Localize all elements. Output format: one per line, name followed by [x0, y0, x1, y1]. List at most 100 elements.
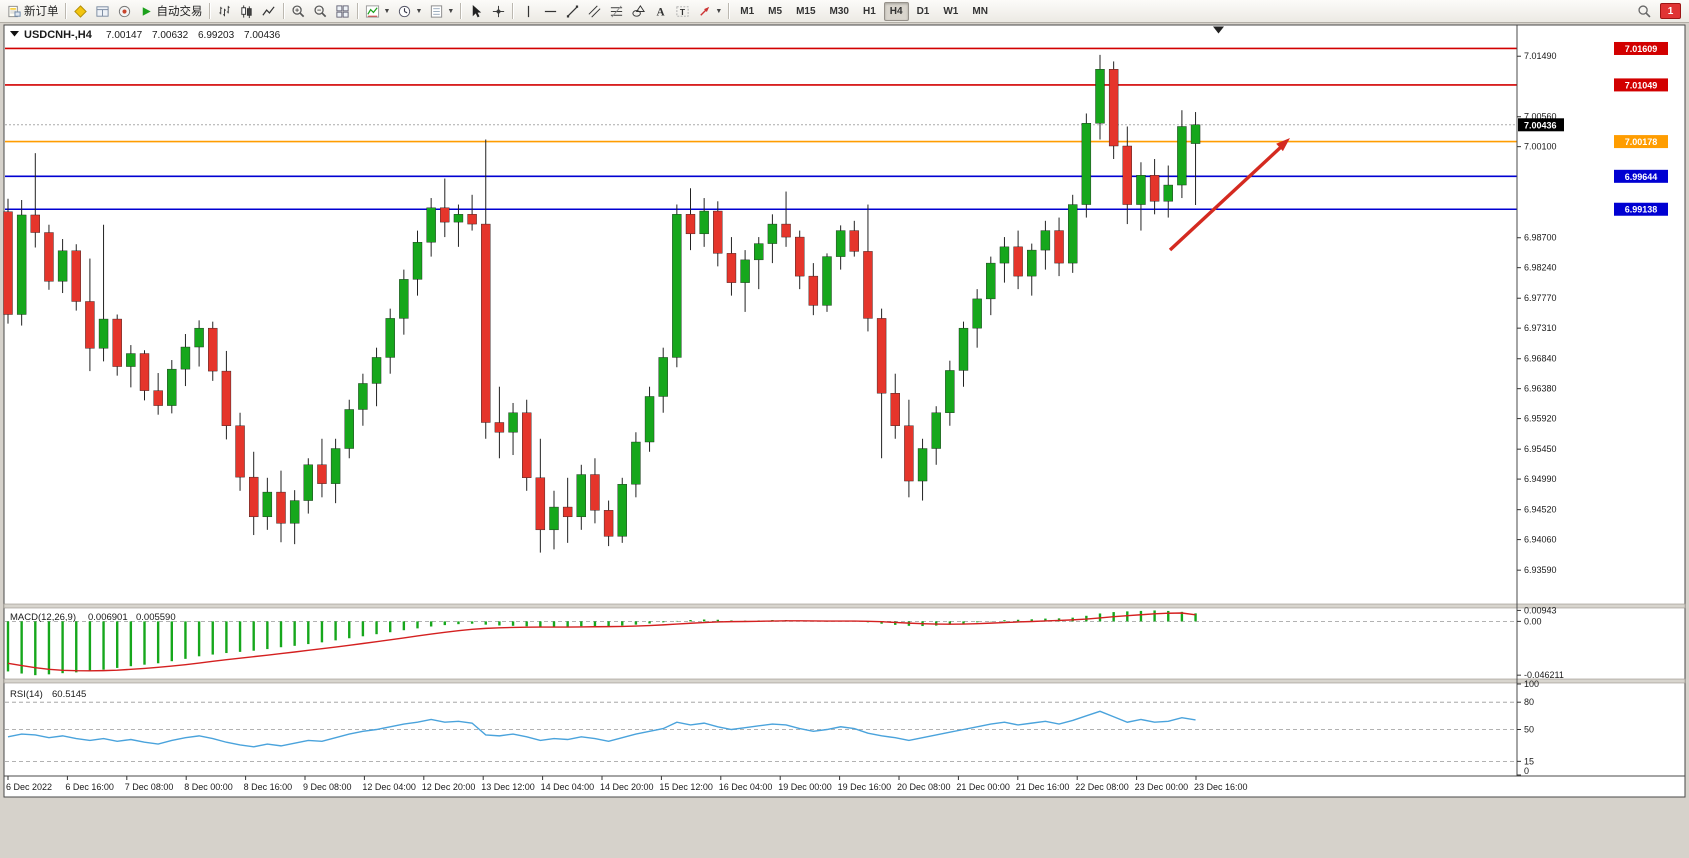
timeframe-d1-button[interactable]: D1: [916, 5, 930, 17]
candle-body: [672, 214, 682, 358]
candle-body: [617, 484, 627, 537]
macd-pane[interactable]: [5, 608, 1517, 679]
candle-body: [986, 262, 996, 300]
candle-body: [221, 370, 232, 426]
price-tick-label: 6.98700: [1524, 233, 1557, 243]
candle-body: [289, 500, 300, 524]
price-tick-label: 6.98240: [1524, 263, 1557, 273]
trendline-icon: [564, 3, 580, 19]
timeframe-mn-button[interactable]: MN: [972, 5, 988, 17]
time-scale[interactable]: [4, 776, 1685, 797]
timeframe-m5-button[interactable]: M5: [768, 5, 783, 17]
candle-body: [208, 327, 218, 372]
time-tick-label: 23 Dec 00:00: [1135, 782, 1189, 792]
pane-separator[interactable]: [3, 603, 1686, 609]
candle-body: [549, 506, 559, 531]
fibonacci-button[interactable]: [605, 1, 627, 21]
timeframe-m15-button[interactable]: M15: [796, 5, 816, 17]
search-icon: [1636, 3, 1652, 19]
template-icon: [428, 3, 444, 19]
shapes-icon: [630, 3, 646, 19]
crosshair-button[interactable]: [487, 1, 509, 21]
candle-body: [126, 353, 136, 367]
zoom-out-button[interactable]: [310, 1, 332, 21]
candle-body: [699, 210, 709, 235]
rsi-pane[interactable]: [5, 683, 1517, 776]
chart-shift-marker[interactable]: [1213, 26, 1224, 34]
candle-body: [3, 211, 13, 315]
time-tick-label: 9 Dec 08:00: [303, 782, 352, 792]
candle-body: [876, 318, 887, 394]
bar-chart-button[interactable]: [214, 1, 236, 21]
zoom-in-button[interactable]: [288, 1, 310, 21]
indicators-button[interactable]: ▼: [362, 1, 394, 21]
candle-body: [385, 318, 395, 358]
price-scale[interactable]: [1517, 25, 1685, 776]
navigator-button[interactable]: [114, 1, 136, 21]
vertical-line-button[interactable]: [517, 1, 539, 21]
time-tick-label: 8 Dec 00:00: [184, 782, 233, 792]
text-button[interactable]: A: [649, 1, 671, 21]
main-price-pane[interactable]: [5, 25, 1517, 604]
time-tick-label: 20 Dec 08:00: [897, 782, 951, 792]
text-icon: A: [652, 3, 668, 19]
crosshair-icon: [490, 3, 506, 19]
candle-body: [508, 412, 518, 433]
current-price-tag-label: 7.00436: [1524, 120, 1557, 130]
chart-title-close: 7.00436: [244, 30, 281, 41]
trend-arrow-line[interactable]: [1168, 145, 1283, 252]
autotrading-button[interactable]: 自动交易: [136, 1, 206, 21]
text-label-button[interactable]: T: [671, 1, 693, 21]
price-tick-label: 6.94060: [1524, 535, 1557, 545]
new-order-button[interactable]: 新订单: [3, 1, 62, 21]
trend-arrow-head[interactable]: [1276, 138, 1290, 152]
svg-text:T: T: [680, 6, 686, 16]
shapes-button[interactable]: [627, 1, 649, 21]
channel-button[interactable]: [583, 1, 605, 21]
metaeditor-button[interactable]: [70, 1, 92, 21]
timeframe-h1-button[interactable]: H1: [862, 5, 876, 17]
candle-body: [917, 448, 928, 482]
candle-body: [726, 253, 737, 283]
timeframe-h4-button[interactable]: H4: [883, 1, 909, 21]
macd-scale-label: -0.046211: [1524, 670, 1564, 680]
candle-body: [590, 474, 600, 511]
cursor-button[interactable]: [465, 1, 487, 21]
time-tick-label: 12 Dec 20:00: [422, 782, 476, 792]
trendline-button[interactable]: [561, 1, 583, 21]
toolbar-right-group: 1: [1633, 1, 1686, 21]
arrows-button[interactable]: ▼: [693, 1, 725, 21]
chart-menu-triangle-icon[interactable]: [10, 31, 19, 37]
candle-body: [317, 464, 327, 484]
line-chart-button[interactable]: [258, 1, 280, 21]
timeframe-w1-button[interactable]: W1: [943, 5, 959, 17]
rsi-label: RSI(14): [10, 689, 43, 700]
time-tick-label: 7 Dec 08:00: [125, 782, 174, 792]
fibo-icon: [608, 3, 624, 19]
price-tick-label: 6.95450: [1524, 444, 1557, 454]
timeframe-m1-button[interactable]: M1: [740, 5, 755, 17]
pane-separator[interactable]: [3, 678, 1686, 684]
candle-body: [358, 383, 368, 410]
price-tick-label: 6.94990: [1524, 474, 1557, 484]
periods-button[interactable]: ▼: [393, 1, 425, 21]
market-watch-button[interactable]: [92, 1, 114, 21]
toolbar-separator: [512, 3, 515, 19]
svg-text:A: A: [656, 6, 665, 18]
candle-body: [494, 422, 505, 433]
notification-badge[interactable]: 1: [1660, 3, 1681, 19]
time-tick-label: 14 Dec 20:00: [600, 782, 654, 792]
main-toolbar: 新订单 自动交易 ▼ ▼ ▼ A T ▼ M1 M5 M15 M30 H1 H4 D1 W1 MN 1: [0, 0, 1689, 23]
candle-body: [1067, 204, 1078, 264]
horizontal-line-button[interactable]: [539, 1, 561, 21]
candlestick-chart-button[interactable]: [236, 1, 258, 21]
timeframe-m30-button[interactable]: M30: [829, 5, 849, 17]
price-tick-label: 7.01490: [1524, 51, 1557, 61]
level-price-tag: [1614, 135, 1668, 149]
level-price-tag: [1614, 202, 1668, 216]
templates-button[interactable]: ▼: [425, 1, 457, 21]
dropdown-caret-icon: ▼: [383, 7, 391, 15]
search-button[interactable]: [1633, 1, 1655, 21]
tile-windows-button[interactable]: [332, 1, 354, 21]
